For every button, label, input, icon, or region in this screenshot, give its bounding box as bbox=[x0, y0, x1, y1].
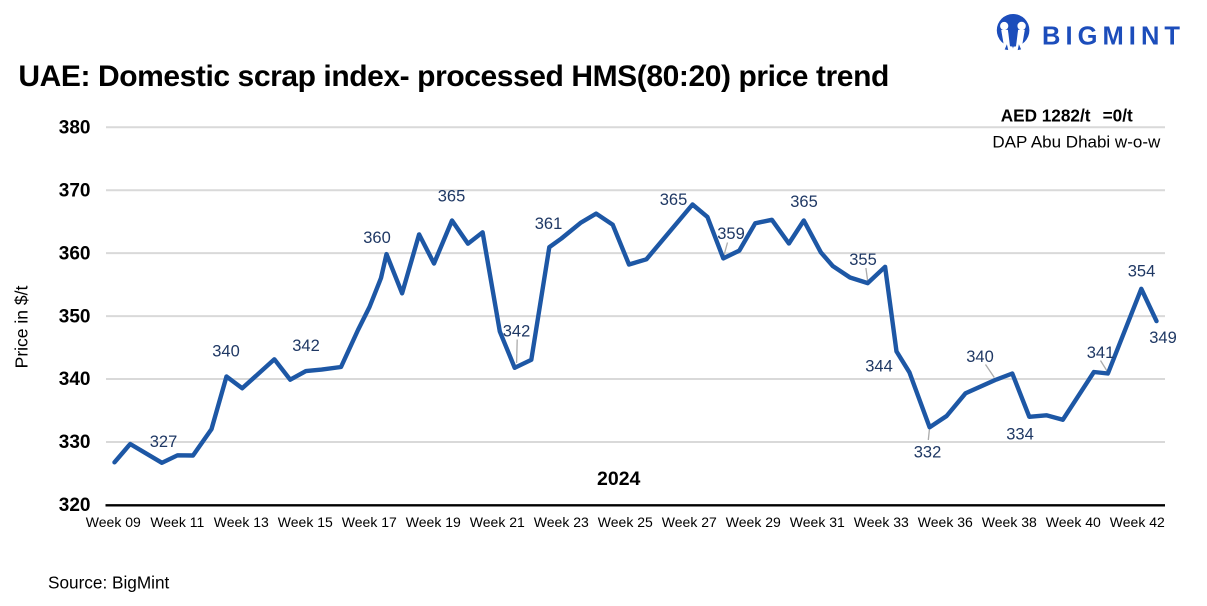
svg-text:Week 09: Week 09 bbox=[86, 514, 141, 530]
svg-text:320: 320 bbox=[59, 495, 91, 516]
svg-text:365: 365 bbox=[438, 188, 466, 206]
svg-text:UAE: Domestic scrap index- pro: UAE: Domestic scrap index- processed HMS… bbox=[18, 60, 889, 93]
svg-text:340: 340 bbox=[966, 348, 994, 366]
svg-text:354: 354 bbox=[1128, 263, 1156, 281]
svg-text:Week 31: Week 31 bbox=[790, 514, 845, 530]
svg-text:Week 11: Week 11 bbox=[150, 514, 204, 530]
svg-text:Week 15: Week 15 bbox=[278, 514, 333, 530]
svg-text:330: 330 bbox=[59, 432, 91, 453]
svg-text:340: 340 bbox=[59, 369, 91, 390]
svg-text:Week 17: Week 17 bbox=[342, 514, 397, 530]
svg-text:Week 38: Week 38 bbox=[982, 514, 1037, 530]
svg-text:360: 360 bbox=[363, 229, 391, 247]
svg-text:Source: BigMint: Source: BigMint bbox=[48, 573, 170, 593]
svg-text:2024: 2024 bbox=[597, 468, 641, 490]
svg-text:359: 359 bbox=[717, 225, 745, 243]
svg-text:361: 361 bbox=[535, 215, 563, 233]
svg-text:=0/t: =0/t bbox=[1103, 106, 1133, 126]
svg-text:342: 342 bbox=[503, 323, 531, 341]
svg-text:334: 334 bbox=[1006, 426, 1034, 444]
svg-text:Week 36: Week 36 bbox=[918, 514, 973, 530]
svg-text:Week 13: Week 13 bbox=[214, 514, 269, 530]
svg-text:Week 19: Week 19 bbox=[406, 514, 461, 530]
svg-text:365: 365 bbox=[660, 191, 688, 209]
svg-text:370: 370 bbox=[59, 180, 91, 201]
svg-text:BIGMINT: BIGMINT bbox=[1042, 23, 1180, 51]
svg-text:342: 342 bbox=[292, 337, 320, 355]
svg-text:360: 360 bbox=[59, 243, 91, 264]
svg-text:349: 349 bbox=[1149, 329, 1177, 347]
svg-text:Price in $/t: Price in $/t bbox=[11, 286, 31, 369]
svg-text:DAP Abu Dhabi w-o-w: DAP Abu Dhabi w-o-w bbox=[992, 133, 1161, 152]
svg-text:Week 25: Week 25 bbox=[598, 514, 653, 530]
svg-text:Week 23: Week 23 bbox=[534, 514, 589, 530]
svg-text:Week 42: Week 42 bbox=[1110, 514, 1165, 530]
svg-text:350: 350 bbox=[59, 306, 91, 327]
svg-text:355: 355 bbox=[849, 251, 877, 269]
svg-text:Week 21: Week 21 bbox=[470, 514, 525, 530]
svg-text:Week 29: Week 29 bbox=[726, 514, 781, 530]
svg-text:Week 27: Week 27 bbox=[662, 514, 717, 530]
svg-text:365: 365 bbox=[790, 193, 818, 211]
svg-text:344: 344 bbox=[865, 358, 893, 376]
svg-text:341: 341 bbox=[1087, 344, 1115, 362]
svg-text:AED 1282/t: AED 1282/t bbox=[1001, 106, 1091, 126]
svg-text:332: 332 bbox=[914, 444, 942, 462]
svg-text:340: 340 bbox=[212, 343, 240, 361]
svg-text:Week 40: Week 40 bbox=[1046, 514, 1101, 530]
svg-text:327: 327 bbox=[150, 433, 178, 451]
svg-text:Week 33: Week 33 bbox=[854, 514, 909, 530]
svg-text:380: 380 bbox=[59, 117, 91, 138]
